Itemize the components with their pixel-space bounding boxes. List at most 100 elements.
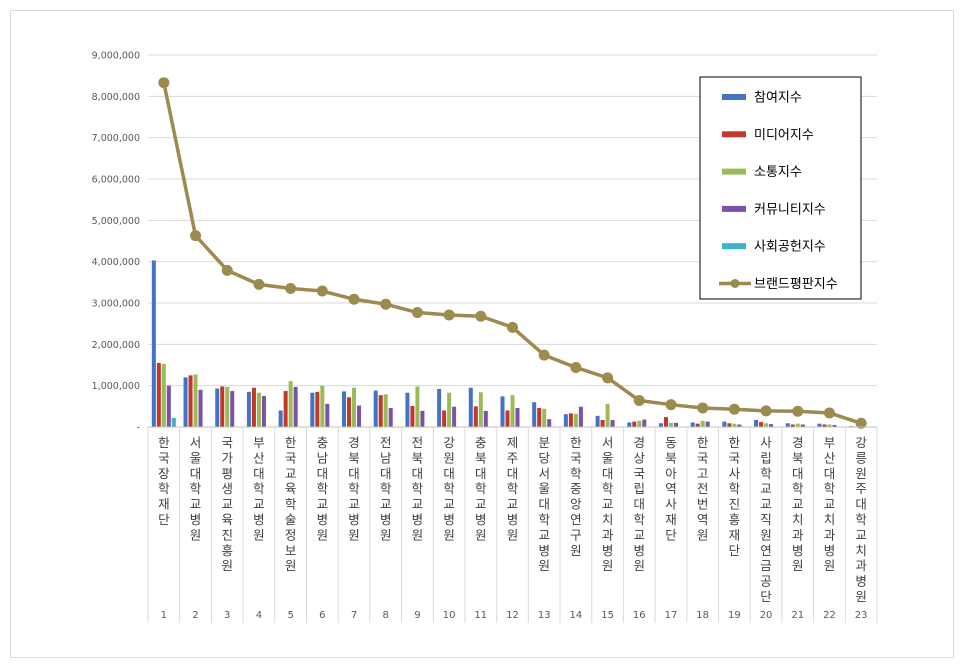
bar <box>220 386 225 427</box>
bar <box>383 394 388 427</box>
data-point <box>380 298 392 310</box>
bar <box>415 386 420 427</box>
category-number: 4 <box>256 610 262 621</box>
legend-label: 참여지수 <box>754 91 802 106</box>
category-number: 5 <box>287 610 293 621</box>
legend-swatch <box>722 94 746 100</box>
bar <box>632 421 637 427</box>
bar <box>442 410 447 427</box>
category-number: 12 <box>506 610 519 621</box>
bar <box>737 424 742 427</box>
bar <box>325 403 330 427</box>
category-number: 21 <box>791 610 804 621</box>
category-number: 18 <box>696 610 709 621</box>
category-number: 11 <box>474 610 487 621</box>
bar <box>610 419 615 427</box>
y-tick-label: 9,000,000 <box>92 51 140 62</box>
bar <box>754 419 759 427</box>
bar <box>193 374 198 427</box>
bar <box>198 389 203 427</box>
data-point <box>633 395 645 407</box>
y-tick-label: 4,000,000 <box>92 257 140 268</box>
bar <box>600 419 605 427</box>
data-point <box>221 264 233 276</box>
bar <box>161 363 166 427</box>
bar <box>764 423 769 427</box>
category-number: 16 <box>633 610 646 621</box>
bar <box>817 423 822 427</box>
bar <box>310 392 315 427</box>
bar <box>510 395 515 427</box>
bar <box>483 410 488 427</box>
bar <box>293 386 298 427</box>
bar <box>478 392 483 427</box>
bar <box>468 387 473 427</box>
bar <box>705 421 710 427</box>
bar <box>769 424 774 427</box>
legend-label: 미디어지수 <box>754 128 814 143</box>
category-number: 6 <box>319 610 325 621</box>
bar <box>156 362 161 427</box>
bar <box>505 410 510 427</box>
data-point <box>570 361 582 373</box>
legend-label: 커뮤니티지수 <box>754 202 826 217</box>
y-axis: - 1,000,000 2,000,000 3,000,000 4,000,000 5,0… <box>92 51 140 434</box>
category-number: 17 <box>665 610 678 621</box>
category-number: 7 <box>351 610 357 621</box>
bar <box>832 424 837 427</box>
bar <box>230 391 235 427</box>
bar <box>378 395 383 427</box>
category-number: 19 <box>728 610 741 621</box>
bar <box>563 414 568 427</box>
bar <box>420 410 425 427</box>
brand-reputation-chart: - 1,000,000 2,000,000 3,000,000 4,000,000 5,0… <box>92 51 878 623</box>
line-series <box>158 77 867 429</box>
bar <box>388 407 393 427</box>
data-point <box>855 417 867 429</box>
bar <box>578 406 583 427</box>
bar <box>452 406 457 427</box>
y-tick-label: 7,000,000 <box>92 133 140 144</box>
bar <box>732 423 737 427</box>
bar <box>256 392 261 427</box>
data-point <box>823 407 835 419</box>
bar <box>795 423 800 427</box>
bar <box>373 390 378 427</box>
bar <box>288 381 293 427</box>
bar <box>627 422 632 427</box>
data-point <box>253 278 265 290</box>
bar <box>700 420 705 427</box>
bar <box>500 396 505 427</box>
y-tick-label: 6,000,000 <box>92 175 140 186</box>
bar <box>727 423 732 427</box>
y-tick-label: - <box>137 423 140 434</box>
bar <box>822 424 827 427</box>
chart-frame: - 1,000,000 2,000,000 3,000,000 4,000,000 5,0… <box>10 10 954 658</box>
legend-swatch-marker <box>730 279 740 288</box>
data-point <box>602 372 614 384</box>
bar <box>532 402 537 427</box>
bar <box>695 423 700 427</box>
data-point <box>316 285 328 297</box>
bar <box>658 423 663 427</box>
bar <box>437 388 442 427</box>
data-point <box>158 77 170 89</box>
bar <box>320 385 325 427</box>
data-point <box>538 349 550 361</box>
legend-swatch <box>722 205 746 212</box>
bar <box>759 422 764 427</box>
legend-label: 소통지수 <box>754 165 802 180</box>
data-point <box>728 403 740 415</box>
category-number: 14 <box>570 610 583 621</box>
bar <box>722 421 727 427</box>
bar <box>215 388 220 427</box>
